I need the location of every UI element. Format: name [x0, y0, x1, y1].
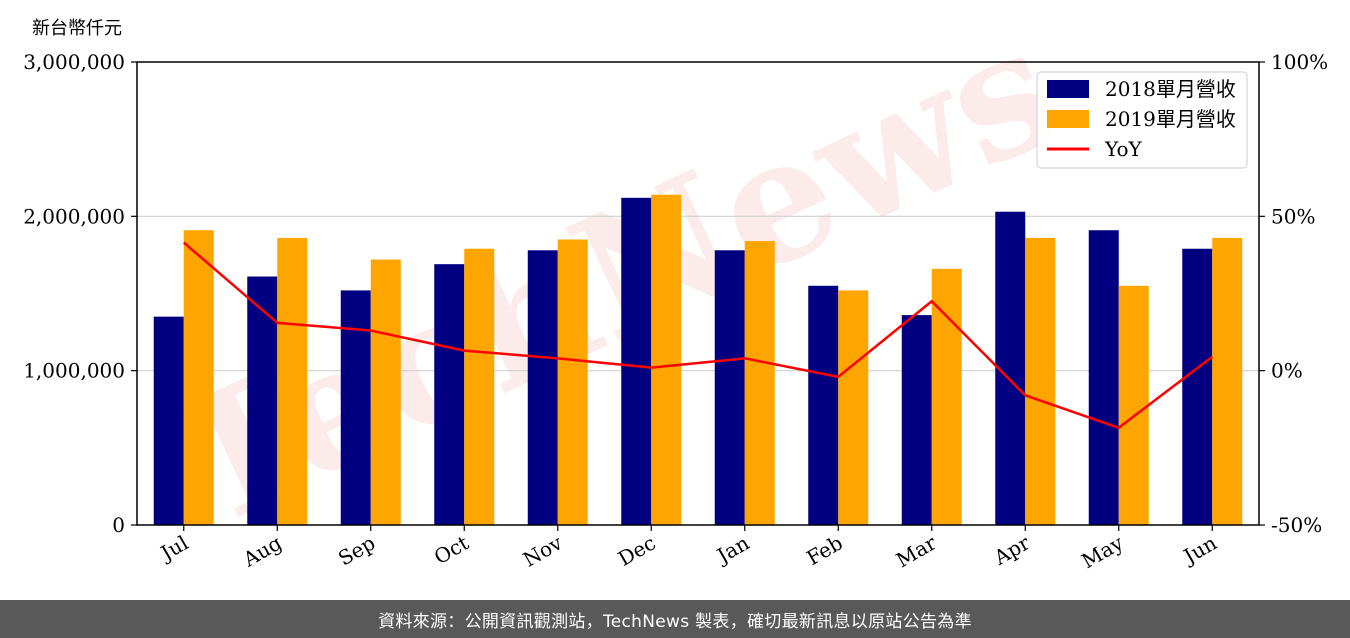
bar-2018-may — [1088, 230, 1119, 525]
x-tick-label: Jun — [1178, 530, 1221, 569]
bar-2018-apr — [995, 211, 1026, 525]
y-tick-label: 3,000,000 — [23, 50, 125, 74]
x-tick-label: Oct — [430, 531, 473, 570]
y-tick-label: 1,000,000 — [23, 359, 125, 383]
bar-2018-feb — [808, 285, 839, 525]
x-tick-label: Nov — [519, 530, 567, 572]
x-tick-label: Jul — [155, 531, 192, 566]
bar-2018-jun — [1182, 248, 1213, 525]
bar-2019-aug — [277, 237, 308, 525]
bar-2018-jan — [714, 250, 745, 525]
legend-label: 2018單月營收 — [1105, 77, 1236, 101]
x-tick-label: Feb — [802, 531, 846, 570]
bar-2018-oct — [434, 264, 465, 525]
y2-tick-label: -50% — [1271, 513, 1322, 537]
y-tick-label: 2,000,000 — [23, 204, 125, 228]
bar-2019-feb — [838, 290, 869, 525]
plot-frame — [136, 61, 1260, 526]
legend-swatch — [1047, 110, 1089, 128]
bar-2018-aug — [247, 276, 278, 525]
grid-lines — [137, 215, 1259, 372]
bar-2018-mar — [901, 315, 932, 525]
bar-2019-jun — [1212, 237, 1243, 525]
legend: 2018單月營收 2019單月營收 YoY — [1036, 71, 1248, 169]
x-tick-label: Sep — [334, 531, 379, 571]
bars — [153, 194, 1243, 525]
bar-2019-jul — [183, 230, 214, 525]
y-axis-unit-label: 新台幣仟元 — [32, 18, 122, 39]
y2-tick-label: 50% — [1271, 204, 1315, 228]
legend-label: YoY — [1104, 137, 1143, 161]
x-tick-label: May — [1077, 530, 1127, 573]
y2-tick-label: 0% — [1271, 359, 1303, 383]
bar-2019-oct — [464, 248, 495, 525]
y2-tick-label: 100% — [1271, 50, 1328, 74]
source-footer: 資料來源：公開資訊觀測站，TechNews 製表，確切最新訊息以原站公告為準 — [0, 600, 1350, 638]
bar-2019-apr — [1025, 237, 1056, 525]
legend-box — [1036, 71, 1248, 169]
x-tick-label: Dec — [614, 531, 660, 571]
legend-swatch — [1047, 80, 1089, 98]
bar-2018-nov — [527, 250, 558, 525]
bar-2018-sep — [340, 290, 371, 525]
x-tick-label: Mar — [892, 530, 941, 572]
bar-2019-jan — [744, 241, 775, 525]
x-tick-label: Apr — [989, 530, 1034, 570]
yoy-line — [182, 241, 1214, 430]
bar-2019-may — [1118, 285, 1149, 525]
bar-2019-sep — [370, 259, 401, 525]
bar-2018-jul — [153, 316, 184, 525]
bar-2019-mar — [931, 268, 962, 525]
x-tick-label: Jan — [711, 530, 753, 568]
y-tick-label: 0 — [112, 513, 125, 537]
yoy-line-path — [182, 241, 1214, 430]
bar-2019-dec — [651, 194, 682, 525]
revenue-chart: TechNews 01,000,0002,000,0003,000,000-50… — [23, 0, 1328, 573]
bar-2019-nov — [557, 239, 588, 525]
legend-label: 2019單月營收 — [1105, 107, 1236, 131]
bar-2018-dec — [621, 197, 652, 525]
